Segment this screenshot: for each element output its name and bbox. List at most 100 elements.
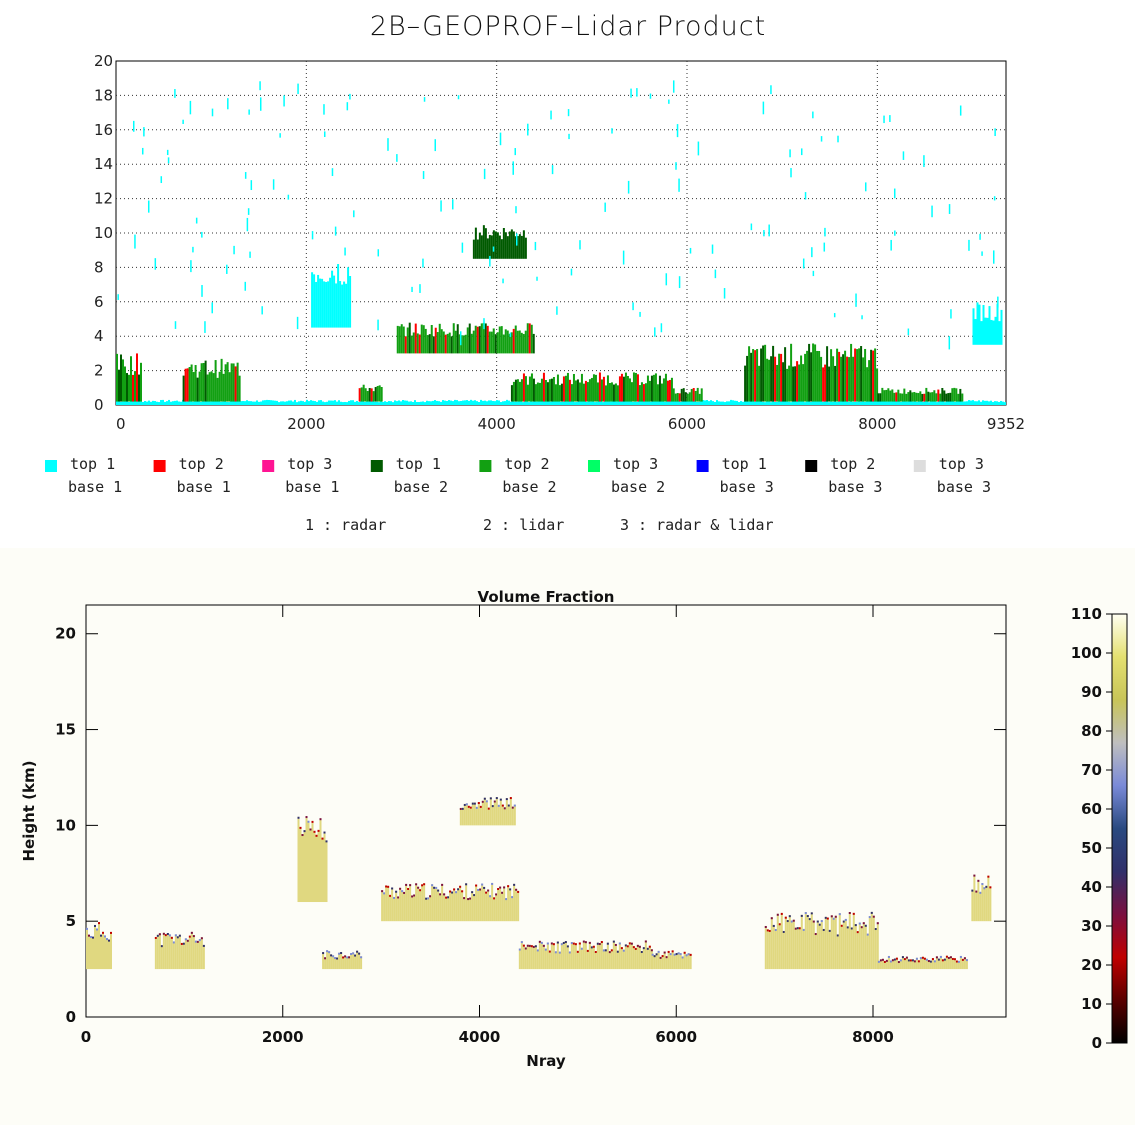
fraction-edge <box>503 886 506 889</box>
layer-bar <box>943 390 946 402</box>
layer-bar <box>142 401 144 405</box>
layer-bar <box>448 332 451 354</box>
fraction-column <box>356 950 359 970</box>
layer-bar <box>126 400 128 405</box>
fraction-edge <box>572 942 575 945</box>
fraction-edge <box>824 916 827 919</box>
fraction-column <box>973 874 976 922</box>
layer-bar <box>939 393 942 402</box>
layer-bar <box>482 322 485 354</box>
speckle <box>296 316 299 330</box>
x-tick-label: 6000 <box>668 415 706 433</box>
layer-bar <box>996 303 999 345</box>
speckle <box>812 270 815 277</box>
fraction-edge <box>511 896 514 899</box>
fraction-column <box>945 955 948 970</box>
colorbar-tick-label: 80 <box>1081 722 1102 740</box>
fraction-column <box>622 949 625 970</box>
y-tick-label: 20 <box>55 625 76 643</box>
fraction-column <box>552 943 555 970</box>
fraction-edge <box>582 940 585 943</box>
fraction-column <box>200 937 203 970</box>
fraction-column <box>975 890 978 922</box>
fraction-edge <box>628 942 631 945</box>
fraction-column <box>935 956 938 970</box>
layer-bar <box>640 400 642 405</box>
speckle <box>211 302 213 314</box>
fraction-edge <box>630 942 633 945</box>
layer-bar <box>118 400 120 405</box>
speckle <box>855 293 857 307</box>
layer-bar <box>964 401 966 405</box>
fraction-edge <box>196 940 199 943</box>
fraction-edge <box>299 826 302 829</box>
fraction-column <box>810 912 813 970</box>
fraction-column <box>433 886 436 922</box>
fraction-column <box>891 959 894 970</box>
fraction-edge <box>893 958 896 961</box>
layer-bar <box>323 281 326 328</box>
fraction-column <box>560 943 563 970</box>
layer-bar <box>614 383 617 402</box>
fraction-column <box>582 940 585 970</box>
layer-bar <box>889 390 892 402</box>
fraction-column <box>328 951 331 970</box>
fraction-column <box>526 944 529 970</box>
fraction-column <box>344 955 347 970</box>
fraction-edge <box>616 950 619 953</box>
fraction-edge <box>168 934 171 937</box>
speckle <box>514 148 516 156</box>
layer-bar <box>938 401 940 405</box>
fraction-column <box>469 806 472 826</box>
layer-bar <box>472 400 474 405</box>
fraction-column <box>901 956 904 970</box>
speckle <box>201 231 203 238</box>
fraction-edge <box>667 950 670 953</box>
fraction-edge <box>655 953 658 956</box>
layer-bar <box>951 388 954 402</box>
fraction-edge <box>564 941 567 944</box>
layer-bar <box>442 400 444 405</box>
layer-bar <box>686 400 688 405</box>
layer-bar <box>522 230 525 259</box>
fraction-edge <box>463 897 466 900</box>
layer-bar <box>904 401 906 405</box>
layer-bar <box>734 400 736 405</box>
fraction-column <box>465 803 468 826</box>
fraction-column <box>180 942 183 970</box>
fraction-column <box>893 958 896 970</box>
y-tick-label: 10 <box>55 816 76 834</box>
layer-bar <box>632 372 635 402</box>
layer-bar <box>860 346 863 402</box>
fraction-column <box>768 929 771 970</box>
layer-bar <box>418 402 420 405</box>
fraction-edge <box>188 935 191 938</box>
layer-bar <box>190 364 193 402</box>
fraction-edge <box>935 956 938 959</box>
layer-bar <box>846 399 848 405</box>
layer-bar <box>884 401 886 405</box>
layer-bar <box>790 402 792 405</box>
layer-bar <box>180 401 182 405</box>
layer-bar <box>202 400 204 405</box>
fraction-edge <box>945 955 948 958</box>
legend-top-label: top 3 <box>613 455 658 473</box>
fraction-column <box>903 958 906 970</box>
colorbar-tick-label: 30 <box>1081 917 1102 935</box>
fraction-column <box>911 959 914 970</box>
fraction-edge <box>975 890 978 893</box>
fraction-column <box>319 818 322 903</box>
fraction-edge <box>499 798 502 801</box>
layer-bar <box>574 380 577 402</box>
layer-bar <box>474 325 477 354</box>
layer-bar <box>804 402 806 405</box>
fraction-edge <box>602 949 605 952</box>
layer-bar <box>514 379 517 402</box>
layer-bar <box>970 400 972 405</box>
fraction-column <box>493 800 496 826</box>
layer-bar <box>456 324 459 354</box>
layer-bar <box>394 400 396 405</box>
layer-bar <box>948 401 950 405</box>
fraction-edge <box>184 938 187 941</box>
layer-bar <box>428 334 431 354</box>
